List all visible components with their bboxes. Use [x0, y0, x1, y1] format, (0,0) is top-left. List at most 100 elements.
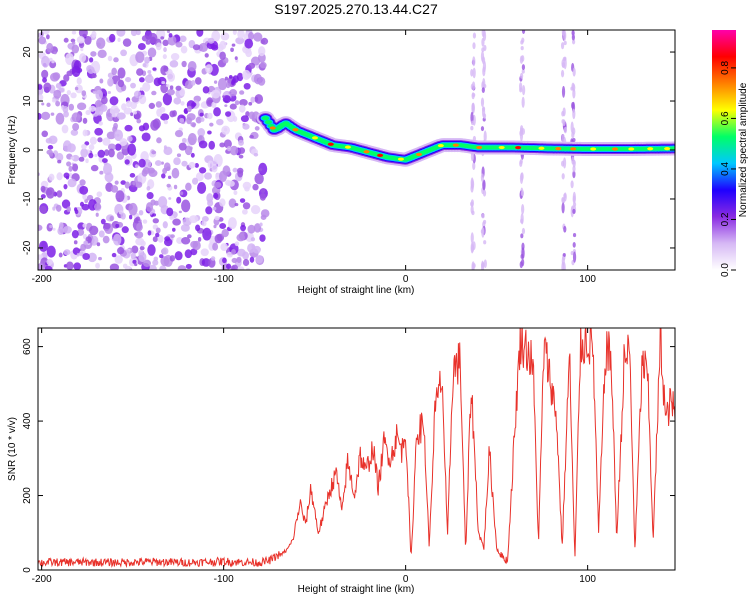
noise-blob: [260, 188, 266, 194]
noise-blob: [62, 225, 72, 234]
noise-blob: [172, 227, 176, 232]
noise-blob: [259, 222, 263, 227]
noise-blob: [72, 163, 79, 172]
noise-blob: [56, 190, 63, 198]
streak-blob: [519, 87, 523, 93]
noise-blob: [56, 172, 63, 181]
noise-blob: [206, 193, 214, 203]
noise-blob: [236, 256, 242, 263]
noise-blob: [144, 56, 150, 64]
noise-blob: [132, 259, 137, 264]
ridge-hotspot: [590, 147, 597, 151]
noise-blob: [113, 122, 118, 130]
noise-blob: [50, 112, 55, 116]
noise-blob: [55, 100, 61, 107]
noise-blob: [41, 102, 45, 106]
noise-blob: [134, 263, 138, 267]
streak-blob: [570, 121, 574, 134]
noise-blob: [181, 236, 191, 245]
noise-blob: [216, 118, 224, 126]
noise-blob: [109, 96, 119, 106]
noise-blob: [70, 156, 75, 160]
noise-blob: [136, 223, 143, 232]
noise-blob: [38, 240, 49, 252]
noise-blob: [44, 265, 53, 270]
streak-blob: [572, 251, 577, 263]
noise-blob: [228, 217, 237, 230]
noise-blob: [117, 67, 126, 79]
noise-blob: [180, 45, 188, 54]
noise-blob: [225, 111, 232, 117]
noise-blob: [176, 196, 182, 204]
ridge-hotspot: [292, 128, 299, 132]
noise-blob: [92, 90, 97, 95]
ridge-hotspot: [498, 145, 505, 150]
ridge-hotspot: [437, 143, 444, 148]
ridge-hotspot: [397, 157, 404, 161]
noise-blob: [80, 148, 89, 158]
noise-blob: [66, 261, 74, 270]
noise-blob: [220, 32, 230, 41]
noise-blob: [139, 77, 145, 83]
noise-blob: [132, 181, 136, 186]
noise-blob: [159, 265, 167, 270]
snr-x-label: Height of straight line (km): [298, 584, 415, 595]
noise-blob: [131, 245, 139, 254]
noise-blob: [95, 262, 100, 269]
noise-blob: [146, 191, 154, 200]
y-tick-label: 200: [22, 487, 33, 504]
noise-blob: [180, 224, 190, 232]
noise-blob: [71, 65, 81, 77]
noise-blob: [116, 151, 125, 160]
noise-blob: [200, 117, 205, 122]
streak-blob: [563, 225, 567, 233]
ridge-hotspot: [664, 147, 671, 151]
noise-blob: [63, 249, 71, 256]
noise-blob: [111, 252, 117, 258]
noise-blob: [175, 85, 182, 91]
noise-blob: [255, 255, 264, 264]
noise-blob: [239, 99, 248, 107]
noise-blob: [100, 96, 108, 105]
noise-blob: [48, 173, 55, 181]
noise-blob: [185, 263, 192, 269]
streak-blob: [480, 173, 485, 182]
noise-blob: [120, 212, 126, 220]
noise-blob: [163, 119, 169, 125]
noise-blob: [194, 77, 202, 85]
noise-blob: [200, 248, 209, 257]
noise-blob: [124, 159, 130, 165]
noise-blob: [207, 37, 215, 44]
noise-blob: [128, 184, 138, 193]
colorbar-tick-label: 0.2: [720, 212, 731, 226]
noise-blob: [176, 153, 182, 158]
noise-blob: [73, 240, 78, 245]
noise-blob: [179, 117, 185, 123]
noise-blob: [188, 215, 199, 224]
streak-blob: [571, 156, 575, 165]
noise-blob: [251, 244, 255, 250]
noise-blob: [161, 247, 169, 255]
noise-blob: [242, 123, 250, 130]
noise-blob: [46, 102, 51, 108]
noise-blob: [226, 145, 232, 152]
streak-blob: [521, 30, 526, 35]
noise-blob: [174, 129, 184, 138]
noise-blob: [224, 104, 228, 108]
noise-blob: [109, 105, 120, 118]
streak-blob: [483, 259, 487, 269]
noise-blob: [63, 74, 70, 82]
noise-blob: [173, 97, 182, 105]
noise-blob: [75, 84, 83, 94]
snr-series-line: [38, 328, 675, 568]
noise-blob: [88, 57, 94, 63]
noise-blob: [214, 233, 223, 244]
noise-blob: [135, 51, 145, 63]
noise-blob: [38, 112, 42, 120]
spectrogram-y-label: Frequency (Hz): [7, 116, 18, 185]
noise-blob: [178, 142, 187, 151]
noise-blob: [55, 112, 65, 125]
snr-y-ticks: 0 200 400 600: [22, 338, 675, 573]
noise-blob: [130, 30, 138, 37]
streak-blob: [471, 263, 475, 270]
